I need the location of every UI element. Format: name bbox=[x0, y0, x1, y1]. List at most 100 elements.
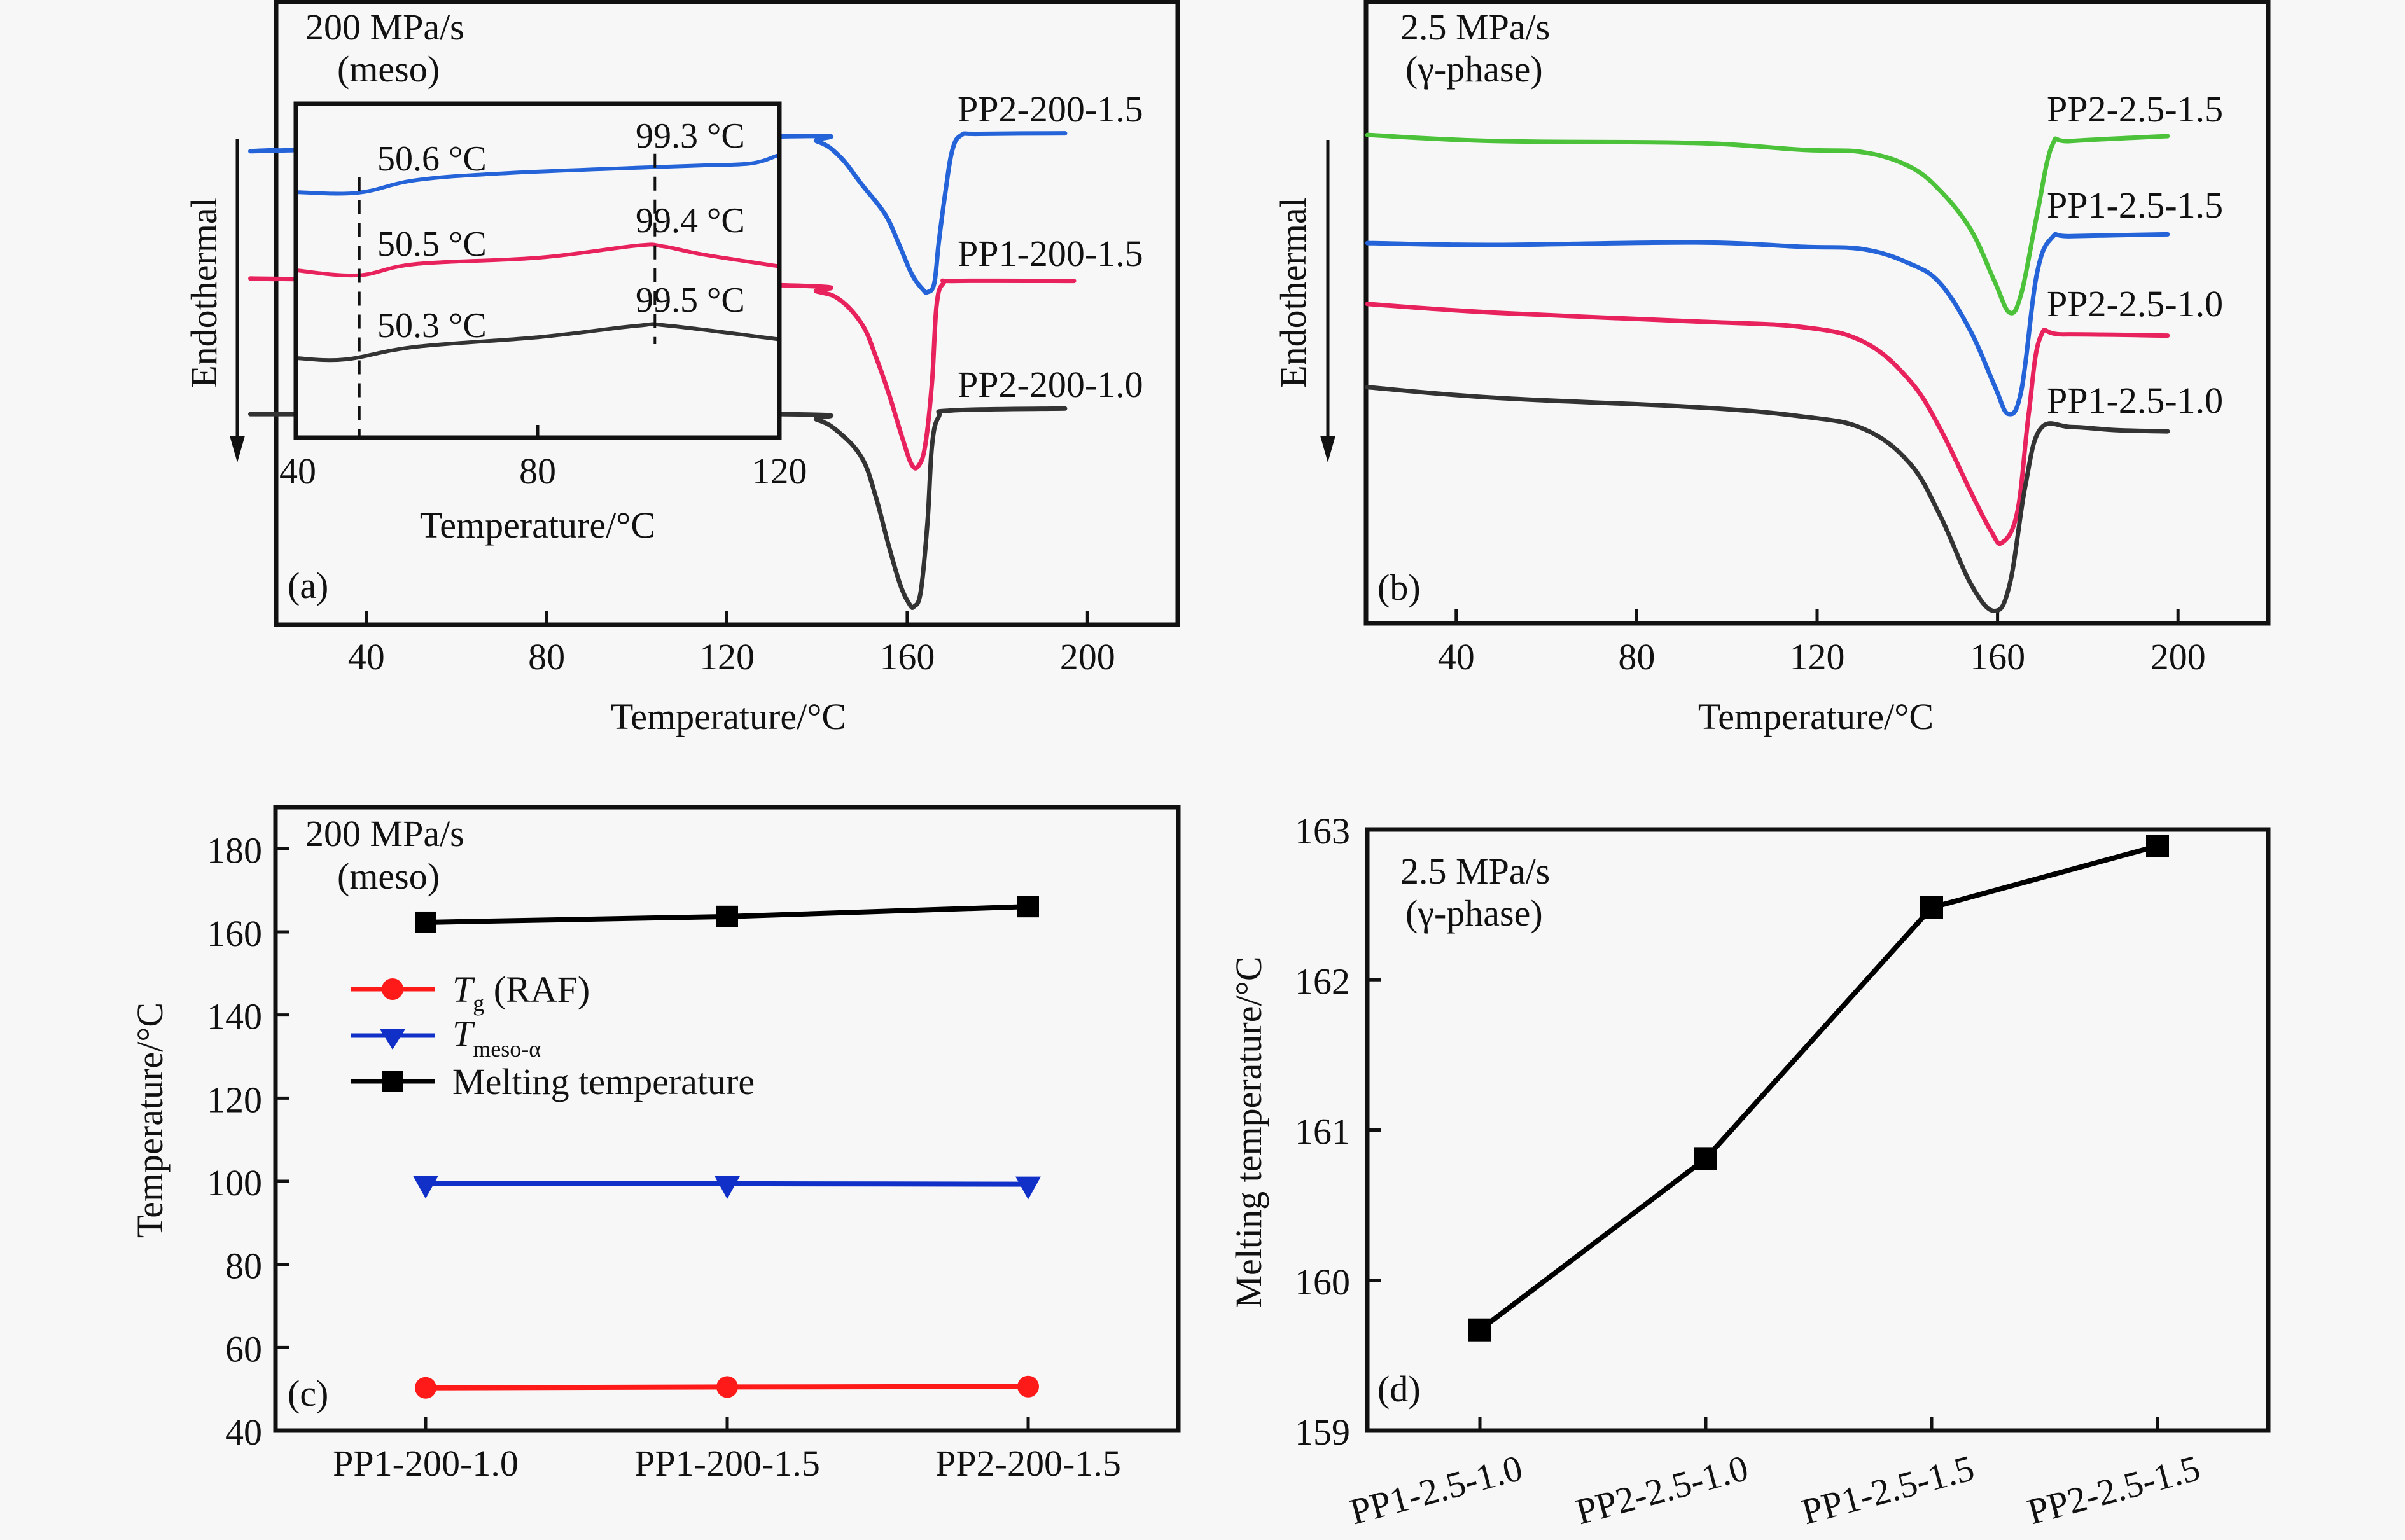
legend-item-tg: Tg (RAF) bbox=[351, 969, 590, 1016]
data-point-circle bbox=[415, 1377, 436, 1399]
y-axis-title: Melting temperature/°C bbox=[1228, 956, 1269, 1308]
series-label: PP1-2.5-1.0 bbox=[2047, 380, 2223, 421]
y-tick-label: 140 bbox=[207, 996, 262, 1037]
dsc-curve-PP1-2.5-1.5 bbox=[1365, 232, 2170, 417]
panel-a-annotation-rate: 200 MPa/s bbox=[305, 6, 464, 48]
x-tick-label: PP1-200-1.0 bbox=[333, 1443, 519, 1484]
x-tick-label: 80 bbox=[1618, 636, 1655, 677]
legend-label-rest: (RAF) bbox=[484, 969, 590, 1010]
x-tick-label: 200 bbox=[2151, 636, 2206, 677]
series-label: PP2-200-1.5 bbox=[958, 88, 1143, 130]
panel-b-annotation-rate: 2.5 MPa/s bbox=[1400, 6, 1550, 48]
y-tick-label: 100 bbox=[207, 1162, 262, 1204]
inset-annotation: 99.5 °C bbox=[636, 281, 745, 320]
y-tick-label: 162 bbox=[1295, 961, 1350, 1002]
inset-annotation: 99.3 °C bbox=[636, 116, 745, 156]
data-point-square bbox=[1468, 1318, 1491, 1342]
panel-label: (a) bbox=[288, 565, 328, 606]
data-point-square bbox=[1694, 1147, 1717, 1170]
y-tick-label: 159 bbox=[1295, 1412, 1350, 1453]
legend-marker-square bbox=[382, 1071, 403, 1092]
data-point-square bbox=[1920, 896, 1943, 919]
inset-curve-PP1-200-1.5 bbox=[294, 242, 779, 278]
data-point-square bbox=[415, 911, 436, 933]
data-point-triangle bbox=[1015, 1176, 1041, 1200]
svg-text:Tmeso-α: Tmeso-α bbox=[452, 1013, 541, 1062]
y-tick-label: 80 bbox=[225, 1245, 262, 1287]
data-point-triangle bbox=[715, 1176, 740, 1199]
inset-annotation: 99.4 °C bbox=[636, 201, 745, 240]
series-label: PP1-200-1.5 bbox=[958, 233, 1143, 274]
panel-c-frame bbox=[273, 805, 1181, 1433]
x-tick-label: PP2-2.5-1.0 bbox=[1572, 1447, 1753, 1533]
data-point-circle bbox=[716, 1376, 738, 1398]
data-point-triangle bbox=[413, 1176, 438, 1199]
y-tick-label: 120 bbox=[207, 1079, 262, 1120]
data-point-square bbox=[1017, 896, 1039, 918]
legend-label-sub: meso-α bbox=[473, 1036, 541, 1062]
series-line-Melting temperature bbox=[1478, 843, 2159, 1332]
x-tick-label: PP2-200-1.5 bbox=[935, 1443, 1121, 1484]
x-tick-label: 120 bbox=[699, 636, 755, 677]
panel-a-inset: 40 80 120 Temperature/°C 50.6 °C 99.3 °C 5… bbox=[279, 101, 807, 546]
dsc-curve-PP2-2.5-1.5 bbox=[1365, 132, 2170, 316]
panel-label: (c) bbox=[288, 1373, 328, 1414]
series-label: PP2-2.5-1.0 bbox=[2047, 283, 2223, 324]
x-tick-label: PP1-200-1.5 bbox=[634, 1443, 820, 1484]
panel-b-annotation-phase: (γ-phase) bbox=[1405, 48, 1543, 90]
x-tick-label: 40 bbox=[348, 636, 385, 677]
panel-label: (d) bbox=[1377, 1368, 1421, 1410]
y-tick-label: 180 bbox=[207, 829, 262, 871]
y-tick-label: 160 bbox=[1295, 1261, 1350, 1303]
x-axis-title: Temperature/°C bbox=[1698, 696, 1934, 737]
legend-label-sub: g bbox=[473, 990, 484, 1016]
inset-x-tick-label: 40 bbox=[279, 450, 316, 492]
legend-label: Melting temperature bbox=[452, 1061, 755, 1102]
x-tick-label: 160 bbox=[1970, 636, 2025, 677]
data-point-square bbox=[716, 905, 738, 927]
endothermal-arrow-icon bbox=[1320, 140, 1335, 462]
inset-x-tick-label: 120 bbox=[752, 450, 807, 492]
x-tick-label: 200 bbox=[1060, 636, 1115, 677]
y-tick-label: 163 bbox=[1295, 810, 1350, 852]
inset-x-tick-label: 80 bbox=[519, 450, 556, 492]
y-tick-label: 160 bbox=[207, 913, 262, 954]
x-tick-label: PP2-2.5-1.5 bbox=[2023, 1447, 2205, 1533]
series-label: PP2-200-1.0 bbox=[958, 364, 1143, 405]
panel-b-dsc-2.5: 40 80 120 160 200 2.5 MPa/s (γ-phase) PP2-2.… bbox=[1272, 0, 2271, 737]
x-axis-title: Temperature/°C bbox=[611, 696, 846, 737]
legend-marker-triangle bbox=[380, 1029, 405, 1050]
dsc-curve-PP1-2.5-1.0 bbox=[1365, 385, 2170, 613]
y-axis-title: Endothermal bbox=[183, 197, 225, 388]
panel-a-annotation-phase: (meso) bbox=[337, 48, 440, 90]
x-tick-label: PP1-2.5-1.5 bbox=[1797, 1447, 1979, 1533]
series-label: PP1-2.5-1.5 bbox=[2047, 184, 2223, 226]
svg-text:Tg (RAF): Tg (RAF) bbox=[452, 969, 590, 1016]
panel-c-annotation-phase: (meso) bbox=[337, 856, 440, 897]
inset-curve-PP2-200-1.5 bbox=[294, 153, 779, 196]
legend-marker-circle bbox=[382, 978, 403, 1000]
y-tick-label: 40 bbox=[225, 1412, 262, 1453]
series-label: PP2-2.5-1.5 bbox=[2047, 88, 2223, 130]
inset-curve-PP2-200-1.0 bbox=[294, 322, 779, 363]
legend-item-tmeso: Tmeso-α bbox=[351, 1013, 541, 1062]
y-tick-label: 161 bbox=[1295, 1111, 1350, 1153]
legend-item-melting: Melting temperature bbox=[351, 1061, 755, 1102]
panel-d-melting-2.5: 159 160 161 162 163 PP1-2.5-1.0 PP2-2.5-1.0 PP1… bbox=[1228, 810, 2271, 1533]
endothermal-arrow-icon bbox=[230, 139, 245, 462]
y-axis-title: Endothermal bbox=[1272, 197, 1314, 388]
data-point-square bbox=[2146, 834, 2169, 857]
panel-c-annotation-rate: 200 MPa/s bbox=[305, 813, 464, 854]
x-tick-label: PP1-2.5-1.0 bbox=[1346, 1447, 1527, 1533]
data-point-circle bbox=[1017, 1375, 1039, 1398]
legend-label-main: T bbox=[452, 1013, 475, 1055]
inset-annotation: 50.6 °C bbox=[377, 139, 487, 179]
x-tick-label: 160 bbox=[879, 636, 935, 677]
inset-annotation: 50.5 °C bbox=[377, 225, 487, 264]
x-tick-label: 40 bbox=[1438, 636, 1475, 677]
x-tick-label: 120 bbox=[1790, 636, 1845, 677]
inset-x-axis-title: Temperature/°C bbox=[420, 504, 655, 546]
legend: Tg (RAF) Tmeso-α Melting temperature bbox=[351, 969, 755, 1102]
